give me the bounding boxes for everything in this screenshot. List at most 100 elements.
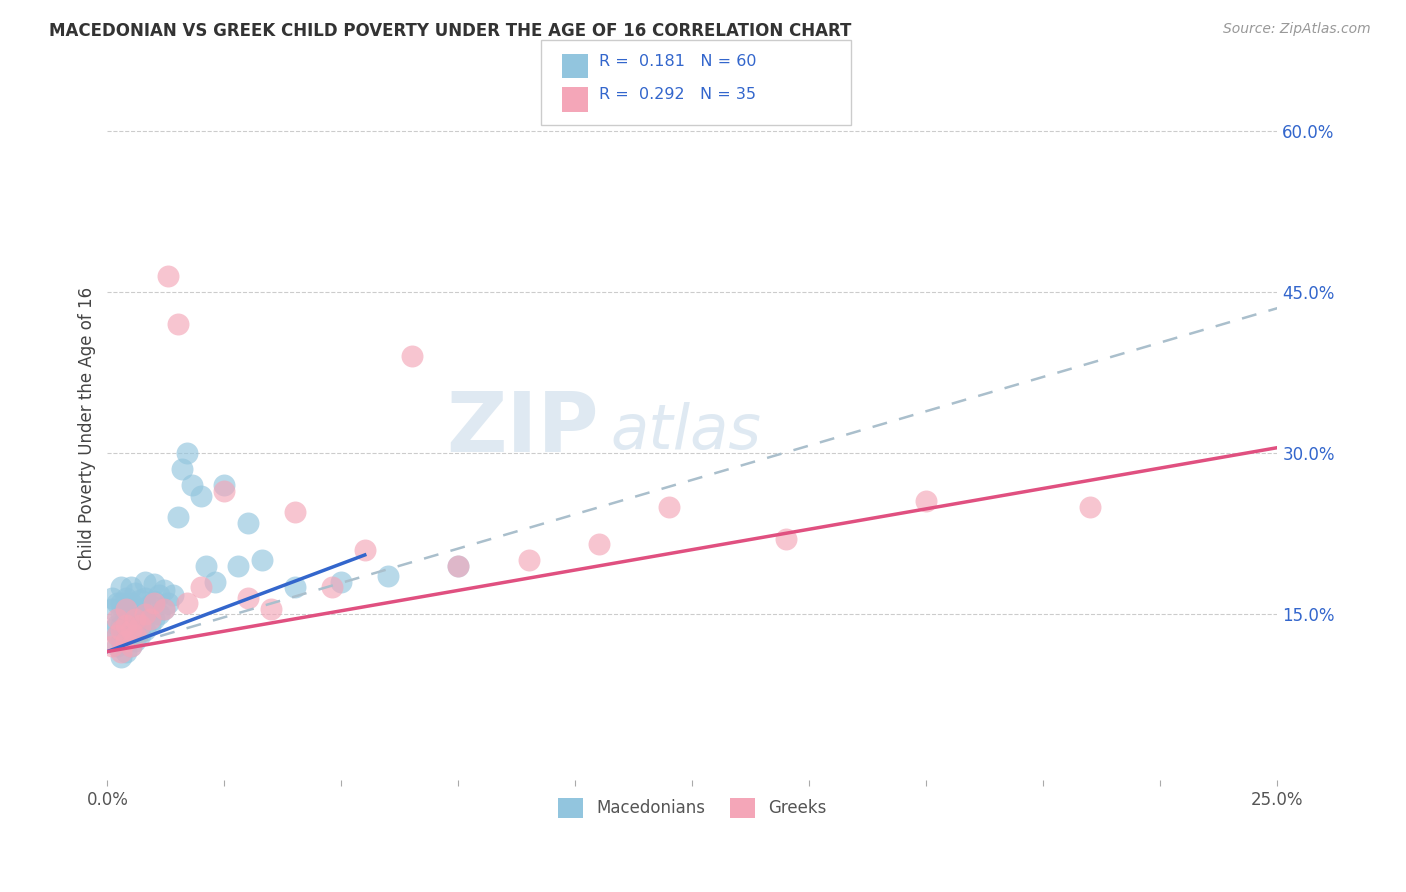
Point: [321, 580, 343, 594]
Point: [120, 639, 142, 653]
Point: [129, 628, 152, 642]
Point: [236, 516, 259, 530]
Point: [115, 617, 138, 632]
Point: [124, 612, 146, 626]
Point: [447, 558, 470, 573]
Point: [152, 583, 174, 598]
Point: [120, 623, 142, 637]
Point: [115, 644, 138, 658]
Point: [124, 585, 146, 599]
Point: [260, 601, 283, 615]
Point: [105, 628, 128, 642]
Point: [250, 553, 273, 567]
Point: [101, 601, 124, 615]
Point: [143, 612, 166, 626]
Point: [204, 574, 226, 589]
Point: [134, 607, 156, 621]
Point: [134, 623, 156, 637]
Point: [134, 591, 156, 605]
Point: [120, 628, 142, 642]
Point: [110, 596, 132, 610]
Point: [915, 494, 938, 508]
Point: [214, 478, 236, 492]
Point: [110, 580, 132, 594]
Point: [120, 639, 142, 653]
Point: [134, 607, 156, 621]
Point: [658, 500, 681, 514]
Point: [115, 607, 138, 621]
Point: [148, 607, 170, 621]
Text: ZIP: ZIP: [446, 388, 599, 469]
Point: [157, 268, 180, 283]
Point: [124, 633, 146, 648]
Text: atlas: atlas: [610, 402, 762, 462]
Point: [228, 558, 250, 573]
Point: [176, 446, 198, 460]
Point: [214, 483, 236, 498]
Point: [115, 633, 138, 648]
Point: [124, 617, 146, 632]
Point: [377, 569, 399, 583]
Point: [115, 623, 138, 637]
Point: [180, 478, 202, 492]
Point: [236, 591, 259, 605]
Text: MACEDONIAN VS GREEK CHILD POVERTY UNDER THE AGE OF 16 CORRELATION CHART: MACEDONIAN VS GREEK CHILD POVERTY UNDER …: [49, 22, 852, 40]
Point: [110, 607, 132, 621]
Point: [152, 601, 174, 615]
Point: [143, 594, 166, 608]
Point: [447, 558, 470, 573]
Point: [152, 601, 174, 615]
Point: [1078, 500, 1101, 514]
Point: [143, 596, 166, 610]
Point: [101, 623, 124, 637]
Point: [143, 577, 166, 591]
Point: [162, 588, 184, 602]
Point: [176, 596, 198, 610]
Point: [775, 532, 797, 546]
Point: [115, 591, 138, 605]
Point: [172, 462, 194, 476]
Point: [190, 580, 212, 594]
Point: [284, 505, 307, 519]
Point: [284, 580, 307, 594]
Point: [166, 510, 188, 524]
Point: [148, 588, 170, 602]
Point: [138, 617, 160, 632]
Point: [110, 623, 132, 637]
Point: [138, 599, 160, 613]
Point: [129, 609, 152, 624]
Y-axis label: Child Poverty Under the Age of 16: Child Poverty Under the Age of 16: [79, 287, 96, 570]
Point: [115, 601, 138, 615]
Point: [105, 639, 128, 653]
Point: [330, 574, 353, 589]
Point: [120, 612, 142, 626]
Point: [120, 580, 142, 594]
Point: [110, 644, 132, 658]
Point: [105, 596, 128, 610]
Point: [129, 617, 152, 632]
Legend: Macedonians, Greeks: Macedonians, Greeks: [551, 791, 834, 825]
Point: [138, 612, 160, 626]
Point: [120, 596, 142, 610]
Point: [110, 633, 132, 648]
Point: [517, 553, 540, 567]
Point: [353, 542, 375, 557]
Point: [101, 639, 124, 653]
Point: [110, 617, 132, 632]
Text: Source: ZipAtlas.com: Source: ZipAtlas.com: [1223, 22, 1371, 37]
Point: [401, 350, 423, 364]
Text: R =  0.292   N = 35: R = 0.292 N = 35: [599, 87, 756, 103]
Point: [101, 591, 124, 605]
Point: [157, 596, 180, 610]
Point: [588, 537, 610, 551]
Point: [124, 601, 146, 615]
Point: [115, 633, 138, 648]
Point: [105, 628, 128, 642]
Point: [190, 489, 212, 503]
Point: [129, 593, 152, 607]
Point: [124, 628, 146, 642]
Point: [105, 612, 128, 626]
Point: [134, 574, 156, 589]
Point: [194, 558, 217, 573]
Point: [110, 649, 132, 664]
